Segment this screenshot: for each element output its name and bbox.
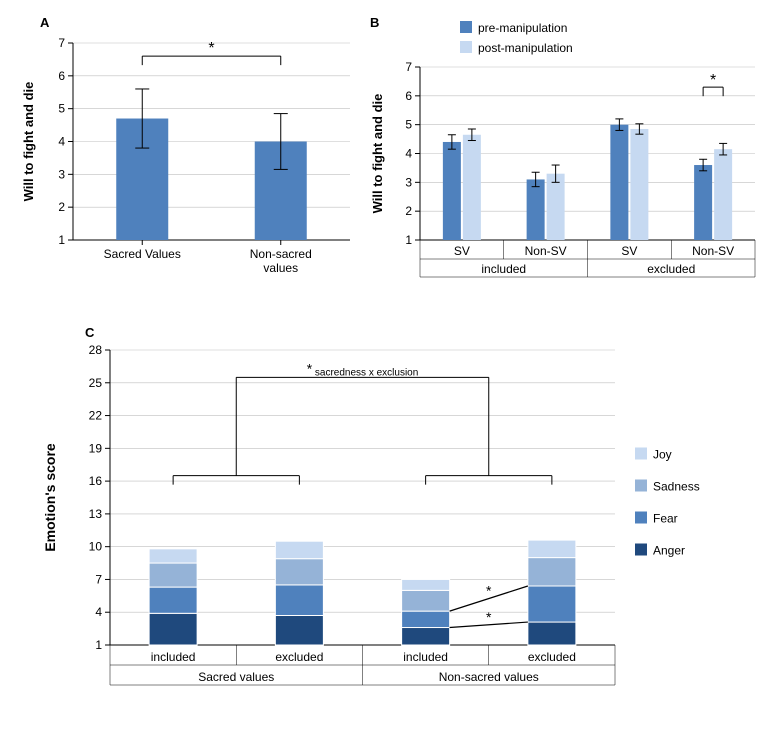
svg-text:SV: SV [621, 244, 637, 258]
svg-text:included: included [151, 650, 196, 664]
svg-text:3: 3 [405, 175, 412, 189]
stack-fear [275, 585, 323, 616]
bar-pre [694, 165, 712, 240]
svg-text:Emotion's score: Emotion's score [42, 443, 58, 552]
legend-swatch [460, 41, 472, 53]
svg-text:*: * [486, 609, 492, 625]
svg-text:6: 6 [58, 69, 65, 83]
svg-text:3: 3 [58, 167, 65, 181]
svg-text:Non-SV: Non-SV [692, 244, 734, 258]
legend-swatch [635, 480, 647, 492]
legend-label: Fear [653, 512, 678, 526]
svg-text:2: 2 [405, 204, 412, 218]
stack-sadness [402, 590, 450, 611]
stack-sadness [528, 558, 576, 586]
panel-b: B pre-manipulation post-manipulation 1 2 3 4 5… [365, 15, 765, 295]
panel-a: A 1 2 3 4 5 6 7 Will to fight and die Sacred Val… [15, 15, 365, 295]
svg-text:1: 1 [405, 233, 412, 247]
stack-sadness [275, 559, 323, 585]
svg-text:values: values [263, 261, 298, 275]
panel-c: C 1 4 7 10 13 16 19 22 25 28 Emotion's score includ… [15, 325, 755, 705]
panel-c-label: C [85, 325, 94, 340]
legend-swatch [460, 21, 472, 33]
svg-text:SV: SV [454, 244, 470, 258]
panel-b-label: B [370, 15, 379, 30]
stack-sadness [149, 563, 197, 587]
svg-text:excluded: excluded [275, 650, 323, 664]
legend-swatch [635, 544, 647, 556]
svg-text:Non-SV: Non-SV [525, 244, 567, 258]
stack-joy [402, 579, 450, 590]
bar-post [714, 149, 732, 240]
svg-text:1: 1 [58, 233, 65, 247]
bar-pre [610, 125, 628, 240]
svg-text:19: 19 [89, 441, 103, 455]
svg-text:25: 25 [89, 376, 103, 390]
stack-joy [275, 541, 323, 558]
svg-text:7: 7 [405, 60, 412, 74]
svg-text:5: 5 [58, 102, 65, 116]
bar-pre [527, 179, 545, 240]
stack-anger [528, 622, 576, 645]
bar-post [547, 174, 565, 240]
svg-text:5: 5 [405, 118, 412, 132]
svg-text:Non-sacred values: Non-sacred values [439, 670, 539, 684]
stack-joy [149, 549, 197, 563]
svg-text:16: 16 [89, 474, 103, 488]
svg-text:7: 7 [58, 36, 65, 50]
svg-text:4: 4 [405, 147, 412, 161]
svg-text:*: * [710, 72, 716, 89]
bar-post [630, 129, 648, 240]
legend-swatch [635, 448, 647, 460]
svg-text:excluded: excluded [528, 650, 576, 664]
svg-text:included: included [481, 262, 526, 276]
stack-anger [402, 628, 450, 645]
svg-text:22: 22 [89, 409, 103, 423]
svg-text:*: * [486, 583, 492, 599]
svg-text:1: 1 [95, 638, 102, 652]
bar-post [463, 135, 481, 240]
svg-text:*: * [208, 40, 214, 57]
stack-fear [402, 611, 450, 627]
interaction-label: * sacredness x exclusion [307, 360, 419, 378]
stack-fear [149, 587, 197, 613]
stack-anger [149, 613, 197, 645]
svg-text:28: 28 [89, 343, 103, 357]
svg-text:Will to fight and die: Will to fight and die [21, 82, 36, 202]
svg-text:excluded: excluded [647, 262, 695, 276]
svg-text:13: 13 [89, 507, 103, 521]
panel-a-label: A [40, 15, 49, 30]
legend-label: post-manipulation [478, 41, 573, 55]
svg-text:2: 2 [58, 200, 65, 214]
svg-text:7: 7 [95, 572, 102, 586]
svg-text:4: 4 [95, 605, 102, 619]
svg-text:10: 10 [89, 540, 103, 554]
top-row: A 1 2 3 4 5 6 7 Will to fight and die Sacred Val… [15, 15, 753, 295]
svg-text:Sacred values: Sacred values [198, 670, 274, 684]
svg-text:Non-sacred: Non-sacred [250, 247, 312, 261]
legend-label: Sadness [653, 480, 700, 494]
svg-text:6: 6 [405, 89, 412, 103]
legend-label: Anger [653, 544, 685, 558]
bottom-row: C 1 4 7 10 13 16 19 22 25 28 Emotion's score includ… [15, 325, 753, 705]
stack-anger [275, 616, 323, 646]
svg-text:Sacred Values: Sacred Values [104, 247, 181, 261]
stack-joy [528, 540, 576, 557]
bar-pre [443, 142, 461, 240]
legend-label: pre-manipulation [478, 21, 567, 35]
svg-text:Will to fight and die: Will to fight and die [370, 94, 385, 214]
svg-text:4: 4 [58, 135, 65, 149]
stack-fear [528, 586, 576, 622]
legend-label: Joy [653, 448, 672, 462]
svg-text:included: included [403, 650, 448, 664]
legend-swatch [635, 512, 647, 524]
